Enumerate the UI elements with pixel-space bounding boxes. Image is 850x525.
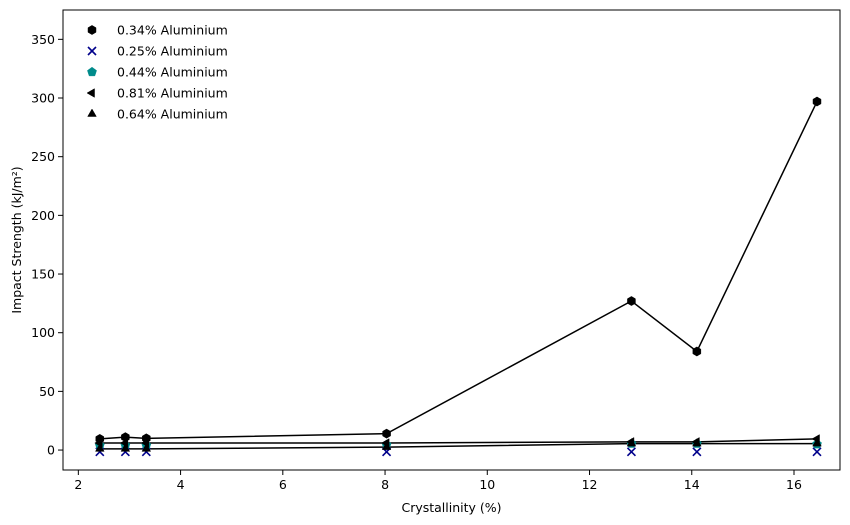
data-point: [626, 438, 637, 447]
data-point: [381, 441, 392, 450]
marker-stroke: [812, 447, 822, 457]
series: [99, 438, 818, 444]
y-axis-label: Impact Strength (kJ/m²): [9, 166, 24, 313]
legend-label: 0.64% Aluminium: [117, 107, 228, 122]
y-tick-label: 0: [47, 443, 55, 458]
legend-label: 0.44% Aluminium: [117, 65, 228, 80]
marker-stroke: [692, 447, 702, 457]
x-tick-label: 16: [786, 477, 802, 492]
data-point: [812, 447, 822, 457]
legend-marker: [87, 108, 97, 117]
x-axis: 2 4 6 8 10 12 14 16: [74, 470, 802, 492]
x-tick-label: 12: [582, 477, 598, 492]
legend-label: 0.25% Aluminium: [117, 44, 228, 59]
series-line: [99, 442, 817, 450]
data-point: [141, 443, 152, 452]
x-tick-label: 14: [684, 477, 700, 492]
data-point: [812, 96, 822, 107]
data-point: [120, 443, 131, 452]
series: [99, 442, 817, 450]
legend-label: 0.81% Aluminium: [117, 86, 228, 101]
x-tick-label: 8: [381, 477, 389, 492]
y-tick-label: 50: [39, 384, 55, 399]
series-line: [99, 438, 818, 444]
data-point: [626, 447, 637, 457]
x-tick-label: 10: [479, 477, 495, 492]
legend-label: 0.34% Aluminium: [117, 23, 228, 38]
series-markers: [95, 438, 822, 452]
legend-marker: [86, 88, 95, 98]
x-tick-label: 2: [74, 477, 82, 492]
legend-marker: [87, 46, 97, 56]
y-axis: 0 50 100 150 200 250 300 350: [31, 32, 63, 458]
series: [99, 101, 818, 440]
data-point: [812, 438, 822, 447]
legend-marker: [87, 25, 97, 35]
y-tick-label: 250: [31, 149, 55, 164]
y-tick-label: 200: [31, 208, 55, 223]
legend: 0.34% Aluminium 0.25% Aluminium 0.44% Alum…: [86, 23, 228, 122]
series-line: [99, 101, 818, 440]
y-tick-label: 300: [31, 91, 55, 106]
marker-stroke: [626, 447, 637, 457]
data-point: [692, 438, 702, 447]
data-point: [692, 346, 702, 357]
data-point: [692, 447, 702, 457]
marker-stroke: [87, 46, 97, 56]
series-markers: [95, 96, 822, 444]
x-axis-label: Crystallinity (%): [401, 500, 501, 515]
data-point: [95, 443, 105, 452]
data-point: [627, 296, 636, 306]
y-tick-label: 150: [31, 267, 55, 282]
y-tick-label: 100: [31, 325, 55, 340]
y-tick-label: 350: [31, 32, 55, 47]
x-tick-label: 6: [279, 477, 287, 492]
legend-marker: [87, 66, 97, 77]
x-tick-label: 4: [177, 477, 185, 492]
axes-frame: [62, 9, 841, 471]
plot-area: [94, 96, 822, 457]
data-point: [382, 428, 391, 439]
